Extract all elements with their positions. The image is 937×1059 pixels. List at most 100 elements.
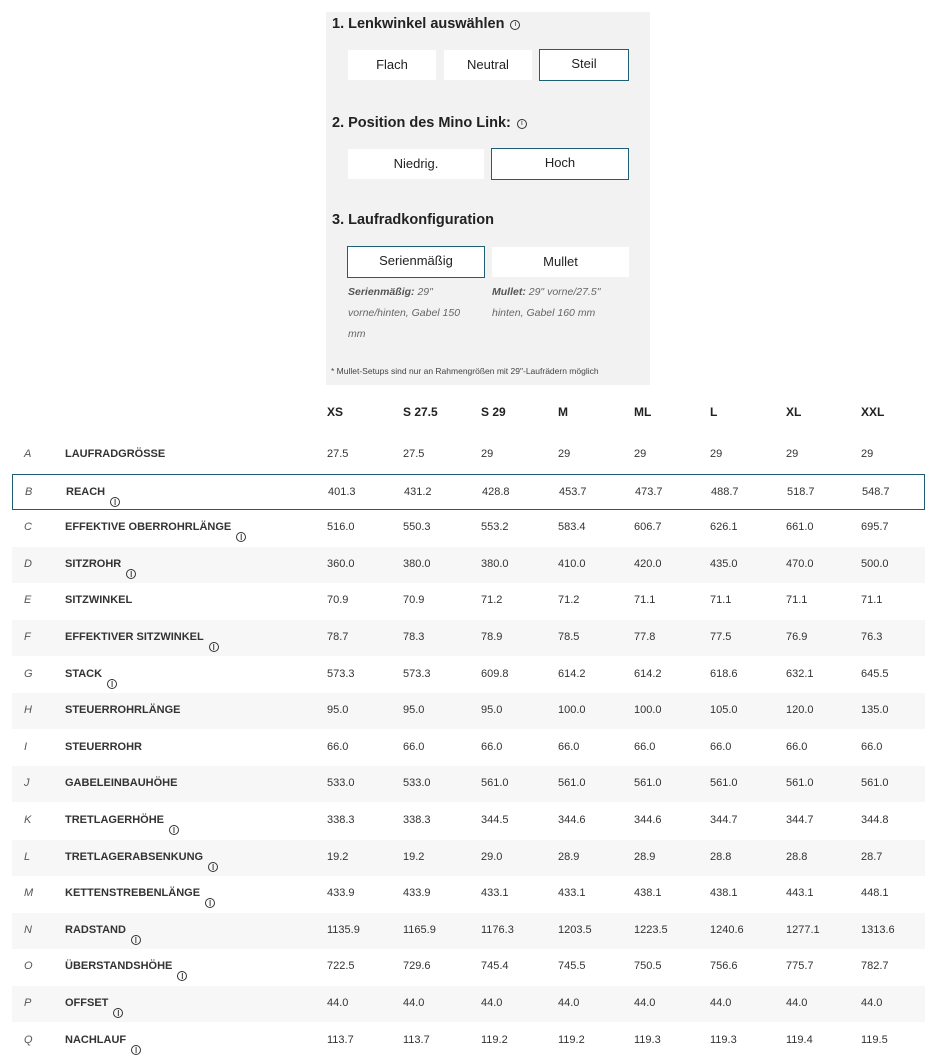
cell-value: 561.0 bbox=[786, 777, 814, 790]
option-niedrig[interactable]: Niedrig. bbox=[348, 149, 484, 179]
cell-value: 44.0 bbox=[634, 997, 656, 1009]
row-letter: I bbox=[24, 740, 28, 753]
cell-value: 435.0 bbox=[710, 557, 738, 570]
cell-value: 70.9 bbox=[403, 594, 425, 607]
table-row: N RADSTAND i 1135.9 1165.9 1176.3 1203.5 1223.5… bbox=[12, 912, 925, 949]
row-label: EFFEKTIVE OBERROHRLÄNGE i bbox=[65, 521, 247, 543]
row-letter: L bbox=[24, 850, 31, 863]
table-row: C EFFEKTIVE OBERROHRLÄNGE i 516.0 550.3 553.2… bbox=[12, 510, 925, 546]
table-row: G STACK i 573.3 573.3 609.8 614.2 614.2 618.6 632… bbox=[12, 657, 925, 693]
info-icon[interactable]: i bbox=[510, 20, 521, 30]
cell-value: 433.9 bbox=[327, 887, 355, 900]
cell-value: 645.5 bbox=[861, 667, 889, 680]
option-flach[interactable]: Flach bbox=[348, 50, 436, 80]
size-header: XXL bbox=[861, 405, 885, 419]
cell-value: 1176.3 bbox=[481, 923, 514, 936]
cell-value: 71.1 bbox=[786, 594, 808, 607]
table-row: M KETTENSTREBENLÄNGE i 433.9 433.9 433.1 433.1… bbox=[12, 876, 925, 912]
cell-value: 28.9 bbox=[634, 850, 656, 863]
info-icon[interactable]: i bbox=[516, 119, 527, 129]
cell-value: 561.0 bbox=[481, 777, 509, 790]
option-mullet[interactable]: Mullet bbox=[492, 247, 629, 277]
table-row: H STEUERROHRLÄNGE 95.0 95.0 95.0 100.0 100.0 10… bbox=[12, 693, 925, 730]
info-icon[interactable]: i bbox=[107, 678, 118, 689]
row-label: KETTENSTREBENLÄNGE i bbox=[65, 887, 216, 909]
row-label: EFFEKTIVER SITZWINKEL i bbox=[65, 631, 219, 653]
mullet-note: Mullet: 29" vorne/27.5" hinten, Gabel 16… bbox=[492, 286, 601, 319]
info-icon[interactable]: i bbox=[113, 1008, 124, 1019]
cell-value: 614.2 bbox=[558, 667, 586, 680]
option-neutral[interactable]: Neutral bbox=[444, 50, 532, 80]
cell-value: 488.7 bbox=[711, 485, 739, 498]
info-icon[interactable]: i bbox=[208, 861, 219, 872]
option-serienmaessig[interactable]: Serienmäßig bbox=[347, 246, 485, 278]
cell-value: 135.0 bbox=[861, 704, 889, 717]
cell-value: 113.7 bbox=[327, 1033, 354, 1046]
cell-value: 470.0 bbox=[786, 557, 814, 570]
cell-value: 77.5 bbox=[710, 631, 732, 643]
info-icon[interactable]: i bbox=[110, 496, 121, 507]
row-label: STEUERROHRLÄNGE bbox=[65, 704, 181, 717]
cell-value: 44.0 bbox=[481, 997, 503, 1009]
cell-value: 44.0 bbox=[327, 997, 349, 1009]
row-letter: N bbox=[24, 923, 32, 936]
cell-value: 431.2 bbox=[404, 485, 432, 498]
cell-value: 66.0 bbox=[861, 740, 883, 753]
cell-value: 119.2 bbox=[481, 1033, 508, 1046]
info-icon[interactable]: i bbox=[208, 642, 219, 653]
row-label: STACK i bbox=[65, 668, 118, 689]
info-icon[interactable]: i bbox=[126, 568, 137, 579]
info-icon[interactable]: i bbox=[131, 1044, 142, 1055]
cell-value: 420.0 bbox=[634, 557, 662, 570]
cell-value: 661.0 bbox=[786, 521, 814, 534]
info-icon[interactable]: i bbox=[169, 825, 179, 836]
cell-value: 729.6 bbox=[403, 960, 431, 973]
cell-value: 344.8 bbox=[861, 814, 889, 826]
row-label: STEUERROHR bbox=[65, 740, 143, 753]
row-label: OFFSET i bbox=[65, 997, 124, 1019]
option-hoch[interactable]: Hoch bbox=[491, 148, 629, 180]
cell-value: 1223.5 bbox=[634, 923, 668, 936]
cell-value: 95.0 bbox=[403, 704, 425, 717]
cell-value: 66.0 bbox=[403, 740, 425, 753]
cell-value: 66.0 bbox=[327, 740, 349, 753]
cell-value: 119.3 bbox=[710, 1033, 737, 1046]
row-letter: C bbox=[24, 521, 32, 534]
cell-value: 19.2 bbox=[327, 850, 349, 863]
row-letter: E bbox=[24, 594, 32, 607]
cell-value: 338.3 bbox=[327, 814, 355, 826]
info-icon[interactable]: i bbox=[177, 971, 188, 982]
row-letter: J bbox=[24, 777, 30, 790]
row-letter: K bbox=[24, 814, 32, 826]
cell-value: 120.0 bbox=[786, 704, 814, 717]
info-icon[interactable]: i bbox=[130, 934, 141, 945]
cell-value: 583.4 bbox=[558, 521, 586, 534]
cell-value: 550.3 bbox=[403, 521, 431, 534]
row-label: TRETLAGERHÖHE i bbox=[65, 814, 179, 836]
cell-value: 76.3 bbox=[861, 631, 883, 643]
cell-value: 775.7 bbox=[786, 960, 814, 973]
option-steil[interactable]: Steil bbox=[539, 49, 629, 81]
cell-value: 28.8 bbox=[786, 850, 808, 863]
row-letter: M bbox=[24, 887, 34, 900]
cell-value: 29 bbox=[481, 448, 494, 460]
table-row: E SITZWINKEL 70.9 70.9 71.2 71.2 71.1 71.1 71.1 7… bbox=[12, 583, 925, 619]
cell-value: 1277.1 bbox=[786, 923, 820, 936]
cell-value: 561.0 bbox=[634, 777, 662, 790]
cell-value: 119.3 bbox=[634, 1033, 661, 1046]
table-row: L TRETLAGERABSENKUNG i 19.2 19.2 29.0 28.9 28.9… bbox=[12, 839, 925, 876]
row-letter: B bbox=[25, 485, 33, 498]
cell-value: 78.3 bbox=[403, 631, 425, 643]
cell-value: 29 bbox=[558, 448, 571, 460]
cell-value: 66.0 bbox=[634, 740, 656, 753]
cell-value: 27.5 bbox=[327, 448, 349, 460]
info-icon[interactable]: i bbox=[236, 532, 247, 543]
cell-value: 66.0 bbox=[481, 740, 503, 753]
cell-value: 71.2 bbox=[481, 594, 503, 607]
info-icon[interactable]: i bbox=[205, 898, 216, 909]
cell-value: 428.8 bbox=[482, 485, 510, 498]
cell-value: 27.5 bbox=[403, 448, 425, 460]
cell-value: 380.0 bbox=[403, 557, 431, 570]
cell-value: 77.8 bbox=[634, 631, 656, 643]
cell-value: 380.0 bbox=[481, 557, 509, 570]
